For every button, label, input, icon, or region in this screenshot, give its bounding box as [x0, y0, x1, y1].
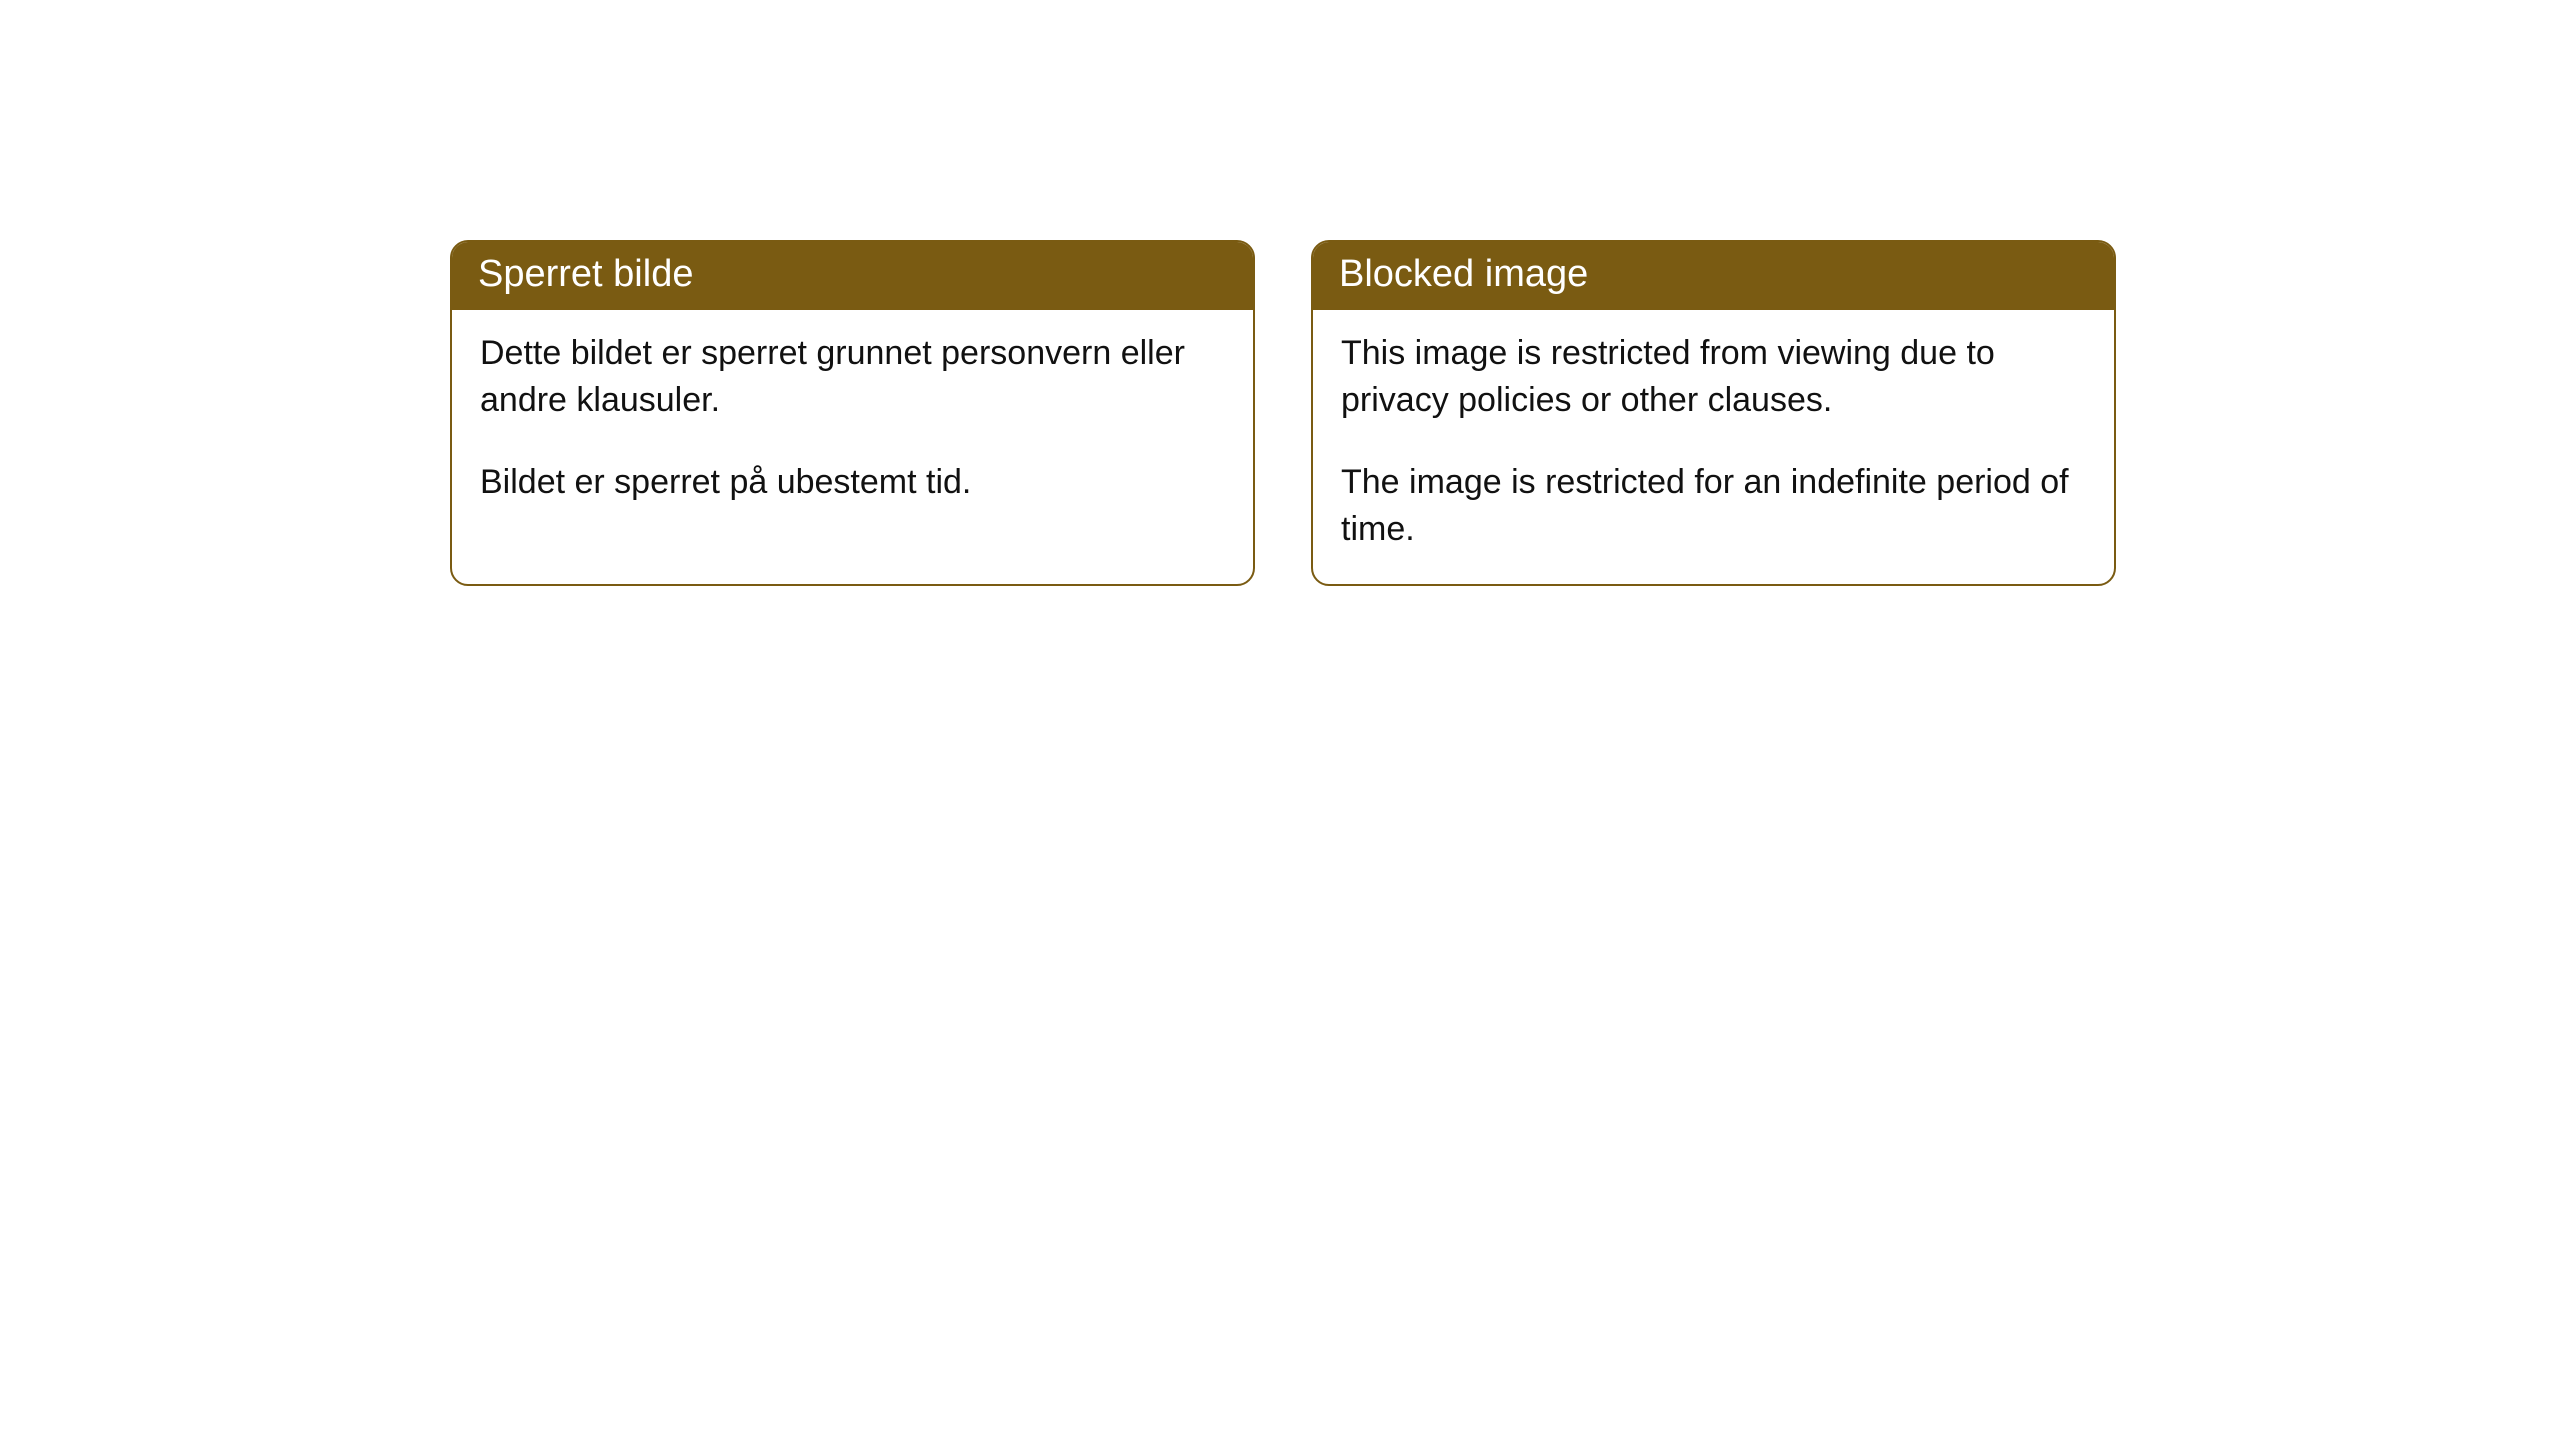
notice-body-norwegian: Dette bildet er sperret grunnet personve… — [452, 310, 1253, 537]
notice-text-english-2: The image is restricted for an indefinit… — [1341, 459, 2086, 554]
notice-title-norwegian: Sperret bilde — [452, 242, 1253, 310]
notice-title-english: Blocked image — [1313, 242, 2114, 310]
notice-card-english: Blocked image This image is restricted f… — [1311, 240, 2116, 586]
notice-card-norwegian: Sperret bilde Dette bildet er sperret gr… — [450, 240, 1255, 586]
notice-text-norwegian-1: Dette bildet er sperret grunnet personve… — [480, 330, 1225, 425]
notice-container: Sperret bilde Dette bildet er sperret gr… — [0, 0, 2560, 586]
notice-body-english: This image is restricted from viewing du… — [1313, 310, 2114, 584]
notice-text-norwegian-2: Bildet er sperret på ubestemt tid. — [480, 459, 1225, 507]
notice-text-english-1: This image is restricted from viewing du… — [1341, 330, 2086, 425]
